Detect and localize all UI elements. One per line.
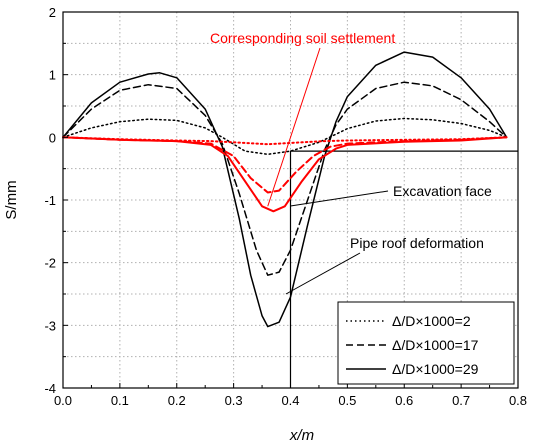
series-group (62, 51, 508, 328)
x-tick-label: 0.7 (452, 393, 470, 408)
annotations: Corresponding soil settlement Excavation … (210, 30, 492, 295)
excavation-face-boundary (289, 150, 518, 388)
annotation-pipe-roof-leader (285, 252, 361, 295)
y-tick-label: 0 (49, 130, 56, 145)
series-line-2 (62, 51, 508, 328)
x-tick-label: 0.4 (281, 393, 299, 408)
legend-box (337, 301, 515, 385)
annotation-excavation-face: Excavation face (393, 183, 492, 199)
y-tick-label: -1 (44, 193, 56, 208)
legend-label: Δ/D×1000=2 (392, 313, 471, 329)
x-axis-title: x/m (289, 427, 314, 444)
y-tick-label: -4 (44, 381, 56, 396)
x-tick-label: 0.2 (168, 393, 186, 408)
y-tick-label: -3 (44, 318, 56, 333)
annotation-excavation-face-leader (290, 190, 389, 207)
series-line-0 (62, 117, 508, 156)
y-tick-label: -2 (44, 256, 56, 271)
series-line-3 (62, 136, 508, 146)
annotation-pipe-roof: Pipe roof deformation (350, 235, 484, 251)
annotation-soil-settlement-leader (267, 47, 321, 207)
x-tick-label: 0.6 (395, 393, 413, 408)
x-tick-label: 0.1 (111, 393, 129, 408)
x-tick-label: 0.5 (338, 393, 356, 408)
x-tick-label: 0.3 (225, 393, 243, 408)
annotation-soil-settlement: Corresponding soil settlement (210, 30, 395, 46)
y-tick-label: 2 (49, 5, 56, 20)
series-line-1 (62, 81, 508, 276)
y-axis-title: S/mm (3, 180, 20, 219)
series-line-5 (62, 136, 508, 213)
axis-ticks: 0.0 0.1 0.2 0.3 0.4 0.5 0.6 0.7 0.8 2 1 0 -1 -2 -3 -4 (44, 5, 527, 408)
x-tick-label: 0.0 (54, 393, 72, 408)
legend: Δ/D×1000=2 Δ/D×1000=17 Δ/D×1000=29 (337, 301, 515, 385)
excavation-face-line (289, 150, 518, 388)
x-tick-label: 0.8 (509, 393, 527, 408)
legend-label: Δ/D×1000=29 (392, 361, 479, 377)
legend-label: Δ/D×1000=17 (392, 337, 479, 353)
y-tick-label: 1 (49, 68, 56, 83)
